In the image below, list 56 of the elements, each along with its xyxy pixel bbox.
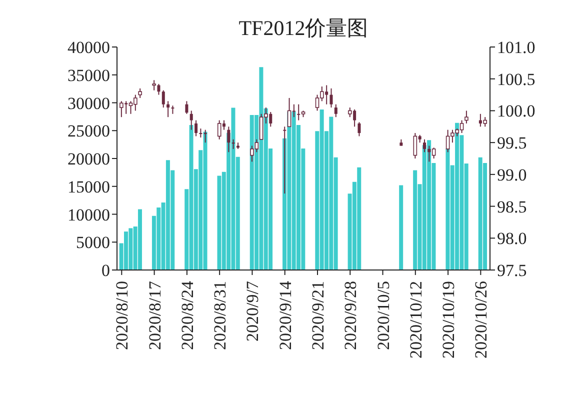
x-tick-label: 2020/8/24 [178,280,197,350]
candlestick [348,107,352,118]
y-tick-label: 5000 [76,233,110,252]
y-tick-label: 10000 [68,205,110,224]
candlestick [334,104,338,118]
x-tick-label: 2020/10/12 [406,281,426,358]
candlestick [120,100,124,118]
y-tick-label: 20000 [68,150,110,169]
bar [399,185,404,270]
x-tick-label: 2020/8/10 [112,281,132,350]
candlestick [217,120,222,140]
x-tick-label: 2020/10/19 [439,281,458,358]
x-tick-label: 2020/8/17 [145,280,164,350]
candlestick [138,88,142,98]
y2-tick-label: 98.0 [497,229,527,248]
candlestick [432,147,436,159]
candlestick [204,129,207,144]
candlestick [166,100,170,118]
x-tick-label: 2020/10/26 [472,281,491,358]
x-tick-label: 2020/9/28 [341,281,360,350]
candlestick [162,90,165,108]
candlestick [194,120,198,137]
y2-tick-label: 99.0 [497,165,527,184]
chart-title: TF2012价量图 [238,15,370,42]
y2-tick-label: 101.0 [497,38,536,58]
y-tick-label: 0 [102,261,110,280]
y-tick-label: 30000 [68,94,110,113]
x-tick-label: 2020/9/14 [276,280,295,350]
candlestick [358,122,361,137]
y-tick-label: 40000 [68,38,110,58]
x-tick-label: 2020/8/31 [210,281,230,350]
candlestick [190,110,193,130]
y2-tick-label: 97.5 [497,261,527,280]
candlestick [287,97,292,128]
candlestick [422,138,426,153]
y2-tick-label: 98.5 [497,197,527,216]
x-tick-label: 2020/10/5 [374,281,393,350]
x-tick-label: 2020/9/7 [243,280,262,342]
y2-tick-label: 100.0 [497,102,536,121]
candlestick [185,100,188,114]
candlestick [413,132,418,159]
y-tick-label: 15000 [68,177,110,196]
y2-tick-label: 99.5 [497,134,527,153]
y-tick-label: 25000 [68,122,110,141]
candlestick [227,126,230,153]
candlestick [152,80,156,91]
y2-tick-label: 100.5 [497,70,536,89]
candlestick [464,110,468,124]
candlestick [171,105,174,114]
bar [138,209,142,270]
x-tick-label: 2020/9/21 [308,281,328,350]
candlestick [232,138,235,150]
y-tick-label: 35000 [68,66,110,85]
candlestick [330,88,333,108]
bar [413,170,418,270]
candlestick [483,116,488,128]
